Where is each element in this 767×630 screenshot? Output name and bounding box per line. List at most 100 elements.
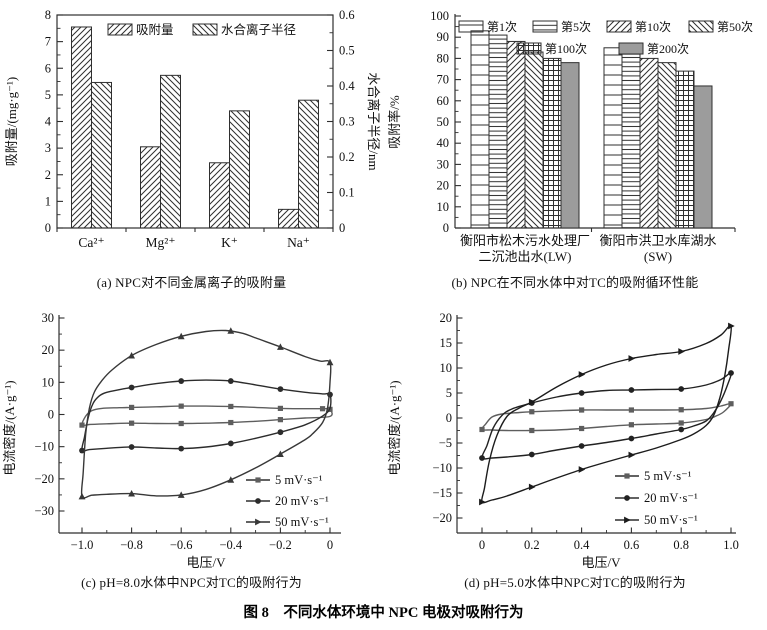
- svg-text:−0.2: −0.2: [269, 538, 292, 552]
- series-5 mV·s⁻¹: [79, 403, 333, 428]
- svg-text:50 mV·s⁻¹: 50 mV·s⁻¹: [275, 515, 329, 529]
- caption-b: (b) NPC在不同水体中对TC的吸附循环性能: [451, 275, 699, 290]
- svg-text:1: 1: [45, 194, 51, 208]
- svg-text:0: 0: [339, 221, 345, 235]
- svg-text:−5: −5: [439, 436, 452, 450]
- panel-c: 30 20 10 0 −10 −20 −30 −1.0 −0.8 −0.6 −0.4 −0.2 0 电流密…: [0, 300, 383, 600]
- svg-text:−10: −10: [432, 461, 452, 475]
- svg-text:0.5: 0.5: [339, 44, 355, 58]
- category-label: K⁺: [221, 235, 238, 250]
- bar-cycle-第1次-group1: [603, 47, 623, 229]
- svg-text:50: 50: [437, 115, 450, 129]
- axis-label-current: 电流密度/(A·g⁻¹): [387, 380, 402, 475]
- svg-text:80: 80: [437, 51, 450, 65]
- chart-d-canvas: 20 15 10 5 0 −5 −10 −15 −20 0 0.2 0.4 0.6 0.8 1.0 电流密度/…: [387, 311, 739, 570]
- svg-text:−20: −20: [34, 472, 54, 486]
- svg-text:第100次: 第100次: [545, 42, 587, 56]
- bar-adsorption-2: [209, 162, 230, 229]
- svg-text:10: 10: [437, 200, 450, 214]
- svg-text:−1.0: −1.0: [71, 538, 94, 552]
- svg-text:吸附量: 吸附量: [136, 23, 174, 37]
- caption-a: (a) NPC对不同金属离子的吸附量: [96, 275, 287, 290]
- chart-a-canvas: 0 1 2 3 4 5 6 7 8 0 0.1 0.2 0.3 0.4 0.5 0.6 吸附量/(mg·g⁻¹)…: [4, 8, 381, 250]
- svg-text:20: 20: [440, 311, 453, 325]
- svg-text:−20: −20: [432, 511, 452, 525]
- svg-text:30: 30: [42, 311, 55, 325]
- category-label: 衡阳市洪卫水库湖水: [599, 233, 716, 248]
- bar-cycle-第100次-group1: [675, 70, 695, 229]
- category-label: 衡阳市松木污水处理厂: [460, 233, 590, 248]
- svg-text:第200次: 第200次: [647, 42, 689, 56]
- bar-cycle-第10次-group1: [639, 57, 659, 229]
- panel-b: 0 10 20 30 40 50 60 70 80 90 100 吸附率/% 衡阳市松木污水处理厂 二沉池…: [383, 0, 767, 300]
- svg-text:水合离子半径: 水合离子半径: [221, 22, 296, 37]
- chart-b-canvas: 0 10 20 30 40 50 60 70 80 90 100 吸附率/% 衡阳市松木污水处理厂二沉池…: [387, 9, 753, 264]
- bar-adsorption-0: [71, 26, 92, 229]
- bar-radius-1: [160, 74, 181, 229]
- chart-a-legend: 吸附量 水合离子半径: [107, 22, 296, 37]
- svg-text:0.6: 0.6: [624, 538, 640, 552]
- svg-text:0.4: 0.4: [574, 538, 590, 552]
- bar-cycle-第200次-group1: [693, 85, 713, 229]
- svg-text:第1次: 第1次: [487, 20, 517, 34]
- svg-text:第10次: 第10次: [635, 20, 671, 34]
- series-20 mV·s⁻¹: [479, 370, 734, 461]
- svg-text:0: 0: [443, 221, 449, 235]
- bar-radius-0: [91, 81, 112, 229]
- figure-caption: 图 8 不同水体环境中 NPC 电极对吸附行为: [243, 605, 524, 621]
- category-label: Ca²⁺: [78, 235, 104, 250]
- axis-label-rate: 吸附率/%: [387, 95, 402, 149]
- bar-adsorption-3: [278, 208, 299, 229]
- chart-a-axes: 0 1 2 3 4 5 6 7 8 0 0.1 0.2 0.3 0.4 0.5 0.6 吸附量/(mg·g⁻¹)…: [4, 8, 381, 235]
- svg-text:8: 8: [45, 8, 51, 22]
- bar-cycle-第1次-group0: [470, 30, 490, 229]
- svg-text:10: 10: [42, 375, 55, 389]
- category-label: Mg²⁺: [146, 235, 176, 250]
- caption-c: (c) pH=8.0水体中NPC对TC的吸附行为: [81, 575, 302, 590]
- svg-text:−0.6: −0.6: [170, 538, 193, 552]
- svg-text:0.3: 0.3: [339, 115, 355, 129]
- chart-a-bars: Ca²⁺ Mg²⁺ K⁺ Na⁺: [71, 26, 319, 250]
- chart-d: 20 15 10 5 0 −5 −10 −15 −20 0 0.2 0.4 0.6 0.8 1.0 电流密度/…: [387, 311, 739, 570]
- bar-adsorption-1: [140, 146, 161, 229]
- bar-cycle-第100次-group0: [542, 57, 562, 229]
- svg-text:6: 6: [45, 61, 51, 75]
- svg-text:0: 0: [446, 411, 452, 425]
- svg-text:60: 60: [437, 94, 450, 108]
- axis-label-current: 电流密度/(A·g⁻¹): [2, 380, 17, 475]
- bar-radius-3: [298, 99, 319, 229]
- svg-text:3: 3: [45, 141, 51, 155]
- svg-text:20: 20: [42, 343, 55, 357]
- axis-label-voltage: 电压/V: [581, 555, 621, 570]
- svg-text:4: 4: [45, 115, 52, 129]
- chart-d-axes: 20 15 10 5 0 −5 −10 −15 −20 0 0.2 0.4 0.6 0.8 1.0 电流密度/…: [387, 311, 739, 570]
- svg-text:1.0: 1.0: [723, 538, 739, 552]
- svg-text:−15: −15: [432, 486, 452, 500]
- series-50 mV·s⁻¹: [78, 327, 334, 500]
- bar-cycle-第200次-group0: [560, 62, 580, 229]
- chart-d-legend: 5 mV·s⁻¹ 20 mV·s⁻¹ 50 mV·s⁻¹: [615, 469, 698, 527]
- svg-text:20 mV·s⁻¹: 20 mV·s⁻¹: [275, 494, 329, 508]
- bar-cycle-第50次-group0: [524, 51, 544, 229]
- svg-text:2: 2: [45, 168, 51, 182]
- bar-cycle-第50次-group1: [657, 62, 677, 229]
- svg-text:50 mV·s⁻¹: 50 mV·s⁻¹: [644, 513, 698, 527]
- svg-text:−0.4: −0.4: [219, 538, 242, 552]
- svg-text:−0.8: −0.8: [120, 538, 143, 552]
- svg-text:70: 70: [437, 73, 450, 87]
- svg-text:5 mV·s⁻¹: 5 mV·s⁻¹: [275, 473, 323, 487]
- svg-text:40: 40: [437, 136, 450, 150]
- caption-d: (d) pH=5.0水体中NPC对TC的吸附行为: [464, 575, 686, 590]
- svg-text:0.2: 0.2: [524, 538, 540, 552]
- svg-text:20: 20: [437, 179, 450, 193]
- svg-text:−10: −10: [34, 440, 54, 454]
- chart-b-axes: 0 10 20 30 40 50 60 70 80 90 100 吸附率/%: [387, 9, 736, 235]
- category-label: Na⁺: [287, 235, 310, 250]
- category-label: 二沉池出水(LW): [479, 249, 572, 264]
- chart-c-canvas: 30 20 10 0 −10 −20 −30 −1.0 −0.8 −0.6 −0.4 −0.2 0 电流密…: [2, 311, 341, 570]
- bar-radius-2: [229, 110, 250, 229]
- svg-text:90: 90: [437, 30, 450, 44]
